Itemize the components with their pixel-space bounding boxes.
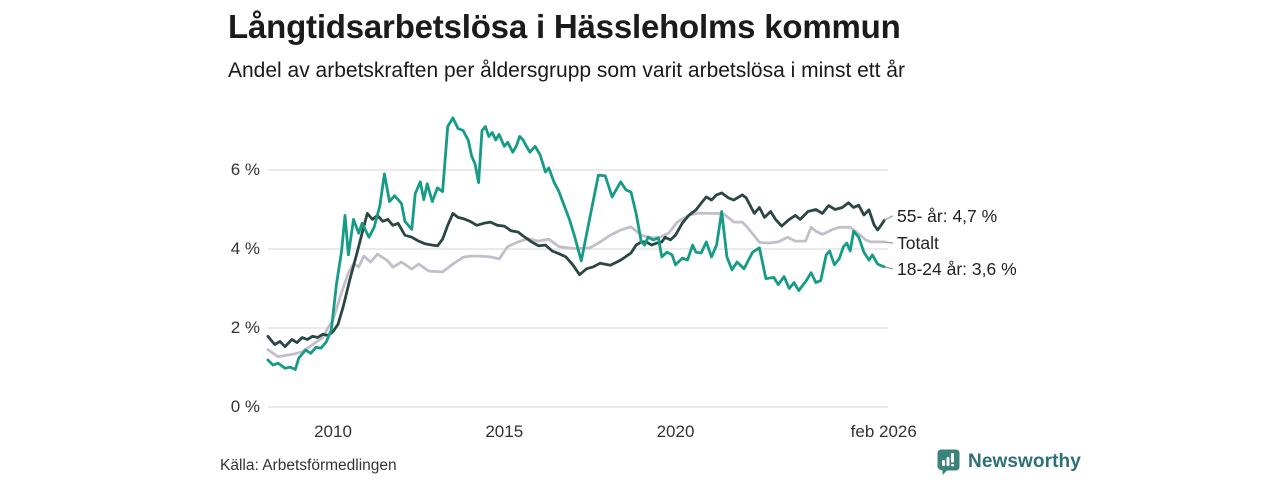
- series-line-55-r: [266, 191, 886, 348]
- series-label-55-r: 55- år: 4,7 %: [897, 205, 998, 226]
- newsworthy-logo-icon: [937, 449, 960, 475]
- logo-exclamation-bar: [951, 452, 954, 462]
- label-connector: [884, 241, 894, 244]
- series-label-totalt: Totalt: [897, 233, 939, 254]
- y-tick-label: 0 %: [230, 397, 260, 416]
- logo-bar-2: [946, 456, 950, 466]
- x-tick-label: feb 2026: [850, 422, 917, 441]
- label-connector: [884, 266, 894, 270]
- logo-bar-1: [942, 459, 945, 466]
- y-tick-label: 6 %: [230, 160, 260, 179]
- logo-exclamation-dot: [951, 463, 954, 466]
- page-title: Långtidsarbetslösa i Hässleholms kommun: [228, 8, 901, 45]
- x-tick-label: 2020: [656, 422, 695, 441]
- series-line-18-24-r: [266, 116, 886, 371]
- brand-lockup: Newsworthy: [936, 448, 1081, 476]
- chart-subtitle: Andel av arbetskraften per åldersgrupp s…: [228, 59, 905, 82]
- y-tick-label: 2 %: [230, 318, 260, 337]
- label-connector: [884, 215, 894, 221]
- source-note: Källa: Arbetsförmedlingen: [220, 457, 397, 474]
- y-tick-label: 4 %: [230, 239, 260, 258]
- brand-name: Newsworthy: [968, 451, 1081, 472]
- x-tick-label: 2015: [485, 422, 524, 441]
- x-tick-label: 2010: [314, 422, 352, 441]
- series-label-18-24-r: 18-24 år: 3,6 %: [897, 259, 1017, 280]
- series-line-totalt: [266, 211, 886, 359]
